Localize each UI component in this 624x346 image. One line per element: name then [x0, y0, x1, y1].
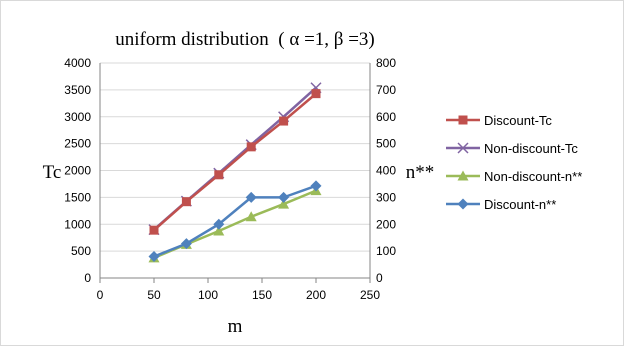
data-point [246, 142, 256, 152]
legend-marker [457, 142, 469, 154]
legend-marker [457, 198, 469, 210]
y-right-tick-label: 0 [376, 271, 383, 285]
y-right-tick-label: 500 [376, 137, 396, 151]
y-right-tick-label: 200 [376, 217, 396, 231]
y-left-tick-label: 2000 [64, 164, 91, 178]
x-tick-label: 50 [147, 288, 161, 302]
y-right-tick-label: 600 [376, 110, 396, 124]
data-point [181, 197, 191, 207]
data-point [278, 191, 290, 203]
y-left-tick-label: 500 [71, 244, 91, 258]
y-left-tick-label: 2500 [64, 137, 91, 151]
legend-label: Non-discount-Tc [484, 141, 578, 156]
x-tick-label: 200 [306, 288, 326, 302]
legend: Discount-Tc Non-discount-Tc Non-discount-n… [446, 113, 582, 212]
legend-marker [458, 115, 468, 125]
x-tick-label: 0 [97, 288, 104, 302]
legend-entry: Discount-Tc [446, 113, 552, 128]
y-left-tick-label: 3000 [64, 110, 91, 124]
axes: 0500100015002000250030003500400001002003… [64, 56, 396, 302]
data-point [214, 170, 224, 180]
legend-marker [457, 170, 469, 181]
x-marker-stroke [457, 142, 469, 154]
data-point [149, 225, 159, 235]
series-line-discount-tc [153, 92, 317, 232]
data-point [310, 180, 322, 192]
data-point [279, 116, 289, 126]
y-right-tick-label: 700 [376, 83, 396, 97]
data-point [148, 251, 160, 262]
y-left-tick-label: 4000 [64, 56, 91, 70]
data-point [180, 238, 192, 250]
data-point [278, 198, 290, 209]
legend-label: Non-discount-n** [484, 169, 582, 184]
series-discount-tc [149, 89, 321, 235]
y-right-tick-label: 100 [376, 244, 396, 258]
y-left-tick-label: 0 [84, 271, 91, 285]
y-right-tick-label: 800 [376, 56, 396, 70]
y-left-axis-label: Tc [43, 162, 62, 183]
x-tick-label: 250 [360, 288, 380, 302]
y-left-tick-label: 3500 [64, 83, 91, 97]
legend-entry: Non-discount-Tc [446, 141, 578, 156]
plot-series [148, 82, 322, 263]
y-right-tick-label: 400 [376, 164, 396, 178]
legend-label: Discount-n** [484, 197, 556, 212]
data-point [245, 211, 257, 222]
y-left-tick-label: 1500 [64, 190, 91, 204]
data-point [311, 89, 321, 99]
legend-entry: Discount-n** [446, 197, 556, 212]
x-tick-label: 150 [252, 288, 272, 302]
y-right-tick-label: 300 [376, 190, 396, 204]
legend-label: Discount-Tc [484, 113, 552, 128]
data-point [245, 191, 257, 203]
x-axis-label: m [228, 316, 243, 337]
x-tick-label: 100 [198, 288, 218, 302]
legend-entry: Non-discount-n** [446, 169, 582, 184]
grid-lines [100, 62, 370, 252]
chart-title: uniform distribution ( α =1, β =3) [115, 29, 375, 50]
series-line-discount-nstarstar [153, 184, 317, 258]
data-point [213, 225, 225, 236]
y-right-axis-label: n** [406, 162, 435, 183]
series-discount-nstarstar [148, 180, 322, 262]
y-left-tick-label: 1000 [64, 217, 91, 231]
data-point [213, 218, 225, 230]
